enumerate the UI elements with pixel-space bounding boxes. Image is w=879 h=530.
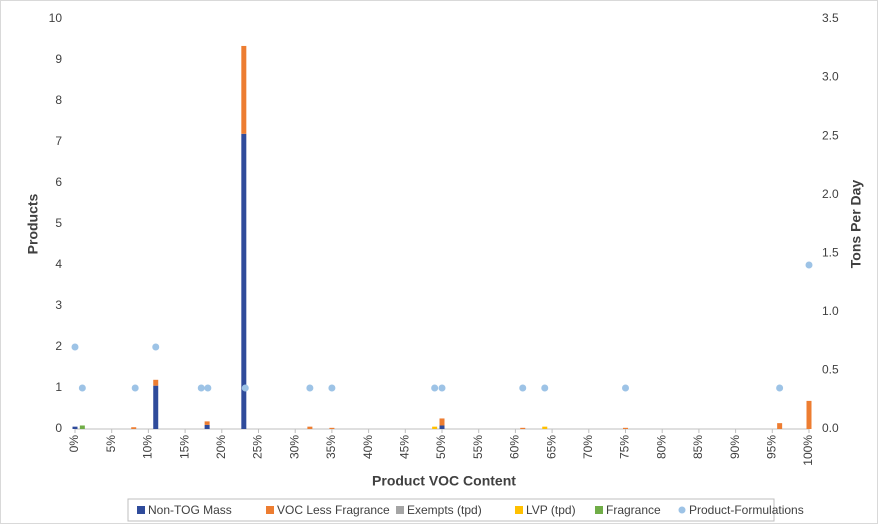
legend-label: Product-Formulations bbox=[689, 503, 804, 517]
x-tick-label: 25% bbox=[251, 435, 265, 459]
bar bbox=[520, 427, 526, 429]
x-tick-label: 55% bbox=[471, 435, 485, 459]
legend-label: LVP (tpd) bbox=[526, 503, 576, 517]
point bbox=[71, 343, 79, 351]
x-tick-label: 0% bbox=[67, 435, 81, 453]
y2-tick-label: 1.0 bbox=[822, 304, 839, 318]
bar bbox=[204, 424, 210, 429]
x-tick-label: 30% bbox=[287, 435, 301, 459]
bar bbox=[806, 400, 812, 429]
legend-swatch bbox=[137, 506, 145, 514]
point bbox=[805, 261, 813, 269]
legend-marker bbox=[678, 506, 686, 514]
y2-tick-label: 0.0 bbox=[822, 421, 839, 435]
x-tick-label: 35% bbox=[324, 435, 338, 459]
point bbox=[541, 384, 549, 392]
y-tick-label: 1 bbox=[55, 380, 62, 394]
x-axis-title: Product VOC Content bbox=[372, 473, 516, 489]
bar bbox=[79, 425, 85, 429]
bar bbox=[439, 425, 445, 429]
x-tick-label: 50% bbox=[434, 435, 448, 459]
y2-axis-title: Tons Per Day bbox=[848, 180, 864, 269]
y2-tick-label: 0.5 bbox=[822, 363, 839, 377]
y2-tick-label: 3.0 bbox=[822, 70, 839, 84]
point bbox=[78, 384, 86, 392]
y2-tick-label: 2.5 bbox=[822, 128, 839, 142]
y-tick-label: 6 bbox=[55, 175, 62, 189]
y-axis-title: Products bbox=[25, 193, 41, 254]
point bbox=[131, 384, 139, 392]
legend-swatch bbox=[396, 506, 404, 514]
legend-label: Non-TOG Mass bbox=[148, 503, 232, 517]
legend-swatch bbox=[515, 506, 523, 514]
x-tick-label: 95% bbox=[764, 435, 778, 459]
y-tick-label: 4 bbox=[55, 257, 62, 271]
y-tick-label: 2 bbox=[55, 339, 62, 353]
x-tick-label: 70% bbox=[581, 435, 595, 459]
x-tick-label: 20% bbox=[214, 435, 228, 459]
bar bbox=[204, 421, 210, 425]
bar bbox=[307, 426, 313, 429]
x-tick-label: 45% bbox=[397, 435, 411, 459]
x-tick-label: 100% bbox=[801, 435, 815, 466]
point bbox=[328, 384, 336, 392]
y-tick-label: 0 bbox=[55, 421, 62, 435]
bar bbox=[439, 418, 445, 426]
bar bbox=[542, 426, 548, 429]
legend-swatch bbox=[266, 506, 274, 514]
y-tick-label: 8 bbox=[55, 93, 62, 107]
legend-swatch bbox=[595, 506, 603, 514]
x-tick-label: 10% bbox=[141, 435, 155, 459]
x-tick-label: 60% bbox=[508, 435, 522, 459]
bar bbox=[241, 133, 247, 430]
bar bbox=[72, 426, 78, 429]
y-tick-label: 9 bbox=[55, 52, 62, 66]
point bbox=[776, 384, 784, 392]
point bbox=[152, 343, 160, 351]
x-tick-label: 40% bbox=[361, 435, 375, 459]
legend-box bbox=[127, 498, 775, 522]
point bbox=[431, 384, 439, 392]
x-tick-label: 75% bbox=[618, 435, 632, 459]
bar bbox=[241, 45, 247, 134]
bar bbox=[623, 427, 628, 429]
y2-tick-label: 1.5 bbox=[822, 245, 839, 259]
legend-label: Exempts (tpd) bbox=[407, 503, 482, 517]
point bbox=[438, 384, 446, 392]
y2-tick-label: 2.0 bbox=[822, 187, 839, 201]
point bbox=[519, 384, 527, 392]
point bbox=[306, 384, 314, 392]
x-tick-label: 85% bbox=[691, 435, 705, 459]
y-tick-label: 7 bbox=[55, 134, 62, 148]
y-tick-label: 3 bbox=[55, 298, 62, 312]
x-tick-label: 65% bbox=[544, 435, 558, 459]
x-tick-label: 90% bbox=[728, 435, 742, 459]
x-tick-label: 5% bbox=[104, 435, 118, 453]
bar bbox=[131, 427, 137, 429]
point bbox=[622, 384, 629, 392]
bar bbox=[777, 423, 783, 429]
legend-label: Fragrance bbox=[606, 503, 661, 517]
point bbox=[204, 384, 212, 392]
x-tick-label: 80% bbox=[654, 435, 668, 459]
y-tick-label: 10 bbox=[49, 11, 63, 25]
legend-label: VOC Less Fragrance bbox=[277, 503, 390, 517]
y-tick-label: 5 bbox=[55, 216, 62, 230]
bar bbox=[153, 385, 159, 429]
bar bbox=[329, 427, 335, 429]
bar bbox=[432, 426, 438, 429]
y2-tick-label: 3.5 bbox=[822, 11, 839, 25]
bar bbox=[153, 379, 159, 386]
x-tick-label: 15% bbox=[177, 435, 191, 459]
point bbox=[241, 384, 249, 392]
point bbox=[197, 384, 205, 392]
